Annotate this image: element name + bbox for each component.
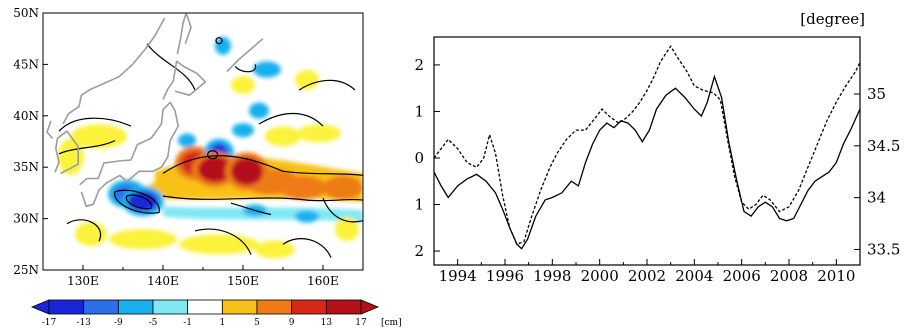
colorbar-segment (221, 299, 258, 315)
colorbar-segment (83, 299, 119, 315)
map-anomaly-blob (255, 240, 295, 259)
map-lon-label: 150E (227, 274, 259, 288)
map-anomaly-blob (71, 124, 127, 149)
map-anomaly-blob (285, 180, 321, 195)
colorbar-label: -13 (76, 318, 91, 328)
map-lat-label: 45N (13, 57, 39, 71)
colorbar-segment (187, 299, 223, 315)
colorbar-label: 13 (321, 318, 333, 328)
map-contour-line (114, 189, 160, 214)
map-contour-line (58, 117, 132, 132)
map-contour-line (146, 43, 196, 91)
map-contour-line (194, 228, 252, 255)
colorbar-segment (152, 299, 189, 315)
map-lat-label: 30N (13, 212, 39, 226)
map-anomaly-blob (297, 124, 341, 143)
map-coastline (54, 130, 79, 175)
map-anomaly-blob (58, 138, 84, 175)
map-contour-line (207, 150, 219, 160)
map-contour-line (258, 112, 324, 127)
colorbar-left-arrow (30, 299, 50, 315)
map-lat-label: 50N (13, 6, 39, 20)
map-anomaly-blob (109, 229, 177, 250)
colorbar-label: -9 (114, 318, 123, 328)
map-contour-line (230, 202, 272, 216)
colorbar-label: 17 (355, 318, 367, 328)
map-anomaly-blob (253, 61, 281, 78)
colorbar-label: 5 (254, 318, 260, 328)
map-contour-line (58, 139, 116, 155)
map-anomaly-blob (295, 69, 319, 90)
map-coastline (162, 60, 207, 100)
map-contour-line (66, 219, 102, 242)
map-contour-line (282, 238, 332, 258)
map-contour-line (234, 64, 257, 73)
map-contour-line (125, 194, 153, 210)
colorbar-segment (117, 299, 154, 315)
map-anomaly-blob (249, 102, 269, 119)
map-contour-line (215, 37, 223, 45)
map-anomaly-blob (232, 123, 254, 138)
map-anomaly-blob (265, 126, 301, 147)
map-contour-line (322, 197, 363, 223)
map-coastline (79, 101, 179, 208)
colorbar-label: 9 (289, 318, 295, 328)
map-anomaly-blob (178, 133, 196, 148)
map-lat-label: 35N (13, 160, 39, 174)
map-anomaly-blob (179, 234, 259, 255)
map-lat-label: 25N (13, 263, 39, 277)
colorbar-segment (291, 299, 327, 315)
map-coastline (176, 13, 192, 55)
colorbar-unit: [cm] (381, 318, 402, 328)
map-anomaly-blob (75, 222, 107, 247)
map-coastline (62, 17, 166, 125)
map-coastline (226, 38, 264, 73)
map-anomaly-blob (335, 216, 359, 241)
colorbar-segment (256, 299, 293, 315)
map-anomaly-blob (198, 156, 232, 183)
colorbar-label: -17 (42, 318, 57, 328)
map-anomaly-blob (231, 157, 263, 186)
colorbar-label: -1 (183, 318, 192, 328)
map-anomaly-blob (231, 75, 255, 94)
colorbar-right-arrow (360, 299, 380, 315)
colorbar-segment (48, 299, 85, 315)
map-anomaly-blob (295, 210, 319, 223)
map-coastline (46, 120, 54, 139)
map-contour-line (162, 155, 363, 177)
map-lon-label: 160E (307, 274, 339, 288)
map-contour-line (162, 195, 363, 202)
map-lon-label: 140E (147, 274, 179, 288)
map-contour-line (298, 79, 356, 91)
map-anomaly-blob (329, 180, 357, 195)
map-lon-label: 130E (67, 274, 99, 288)
colorbar-label: 1 (219, 318, 225, 328)
colorbar-label: -5 (149, 318, 158, 328)
map-lat-label: 40N (13, 109, 39, 123)
map-anomaly-blob (215, 36, 231, 55)
colorbar-segment (325, 299, 362, 315)
